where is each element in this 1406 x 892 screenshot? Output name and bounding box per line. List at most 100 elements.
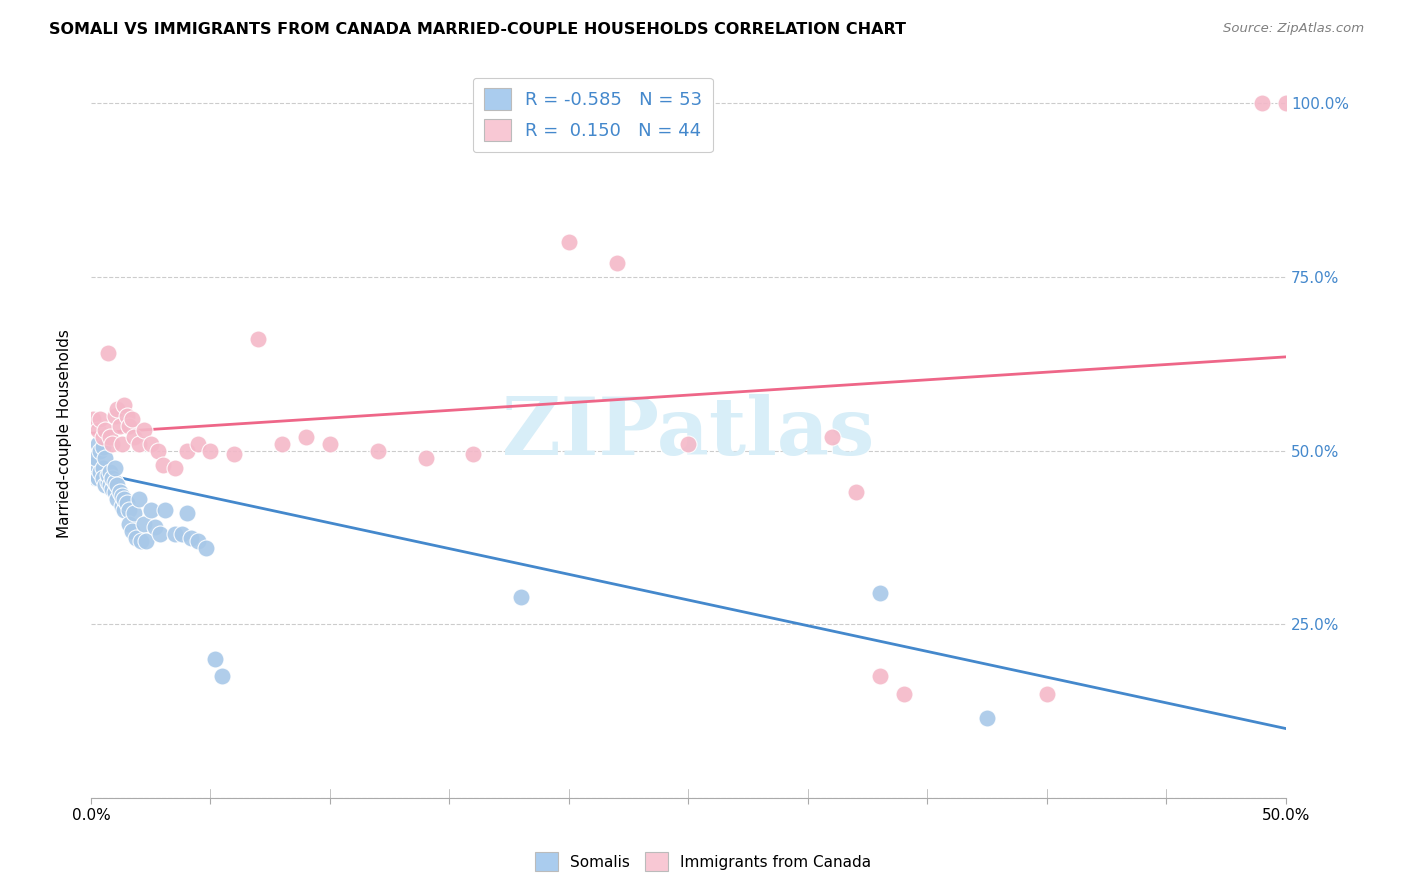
Point (271, 436, 294, 450)
Point (118, 502, 141, 516)
Point (112, 502, 135, 516)
Point (121, 524, 143, 538)
Point (94, 478, 117, 492)
Point (187, 436, 209, 450)
Point (105, 478, 128, 492)
Point (112, 399, 135, 413)
Point (122, 506, 145, 520)
Point (122, 430, 145, 444)
Point (1275, 96, 1298, 111)
Point (1251, 96, 1274, 111)
Point (558, 235, 581, 250)
Point (976, 711, 998, 725)
Point (187, 533, 209, 548)
Point (132, 516, 155, 531)
Point (893, 687, 915, 701)
Point (115, 496, 138, 510)
Point (97, 475, 120, 489)
Point (97, 346, 120, 360)
Point (139, 502, 162, 516)
Point (101, 482, 124, 496)
Point (111, 489, 134, 503)
Point (108, 485, 131, 500)
Point (105, 401, 128, 416)
Point (104, 485, 127, 500)
Point (91, 430, 114, 444)
Point (111, 436, 134, 450)
Point (845, 485, 868, 500)
Point (118, 419, 141, 434)
Point (82, 458, 104, 472)
Point (180, 531, 202, 545)
Point (821, 430, 844, 444)
Text: SOMALI VS IMMIGRANTS FROM CANADA MARRIED-COUPLE HOUSEHOLDS CORRELATION CHART: SOMALI VS IMMIGRANTS FROM CANADA MARRIED… (49, 22, 907, 37)
Y-axis label: Married-couple Households: Married-couple Households (58, 329, 72, 538)
Point (247, 333, 270, 347)
Point (153, 502, 176, 516)
Point (115, 409, 138, 423)
Legend: Somalis, Immigrants from Canada: Somalis, Immigrants from Canada (529, 847, 877, 877)
Legend: R = -0.585   N = 53, R =  0.150   N = 44: R = -0.585 N = 53, R = 0.150 N = 44 (472, 78, 713, 153)
Point (94, 450, 117, 465)
Point (176, 506, 198, 520)
Point (194, 541, 217, 555)
Point (87, 436, 110, 450)
Point (108, 419, 131, 434)
Point (204, 652, 226, 666)
Point (101, 436, 124, 450)
Point (319, 436, 342, 450)
Point (89, 443, 111, 458)
Point (869, 669, 891, 683)
Point (146, 443, 169, 458)
Point (295, 430, 318, 444)
Point (89, 412, 111, 426)
Point (84, 450, 107, 465)
Point (510, 590, 533, 604)
Point (98, 478, 121, 492)
Point (125, 531, 148, 545)
Point (87, 471, 110, 485)
Point (97, 467, 120, 482)
Point (139, 436, 162, 450)
Point (87, 423, 110, 437)
Point (211, 669, 233, 683)
Point (367, 443, 389, 458)
Point (128, 436, 150, 450)
Point (135, 533, 157, 548)
Point (149, 527, 172, 541)
Point (104, 475, 127, 489)
Point (132, 423, 155, 437)
Point (163, 527, 186, 541)
Point (101, 471, 124, 485)
Point (606, 256, 628, 270)
Point (176, 443, 198, 458)
Point (105, 492, 128, 507)
Point (94, 423, 117, 437)
Point (112, 492, 135, 507)
Point (91, 461, 114, 475)
Point (118, 516, 141, 531)
Point (84, 471, 107, 485)
Point (224, 447, 246, 461)
Point (98, 465, 121, 479)
Point (98, 430, 121, 444)
Point (678, 436, 700, 450)
Point (104, 461, 127, 475)
Point (145, 520, 167, 534)
Point (104, 409, 127, 423)
Point (129, 533, 152, 548)
Point (91, 440, 114, 454)
Point (121, 412, 143, 426)
Text: ZIPatlas: ZIPatlas (502, 394, 875, 472)
Point (1036, 687, 1059, 701)
Point (415, 450, 437, 465)
Point (152, 458, 174, 472)
Point (200, 443, 222, 458)
Point (128, 492, 150, 507)
Point (869, 586, 891, 600)
Point (111, 500, 134, 514)
Point (91, 471, 114, 485)
Point (170, 527, 193, 541)
Point (89, 465, 111, 479)
Point (163, 461, 186, 475)
